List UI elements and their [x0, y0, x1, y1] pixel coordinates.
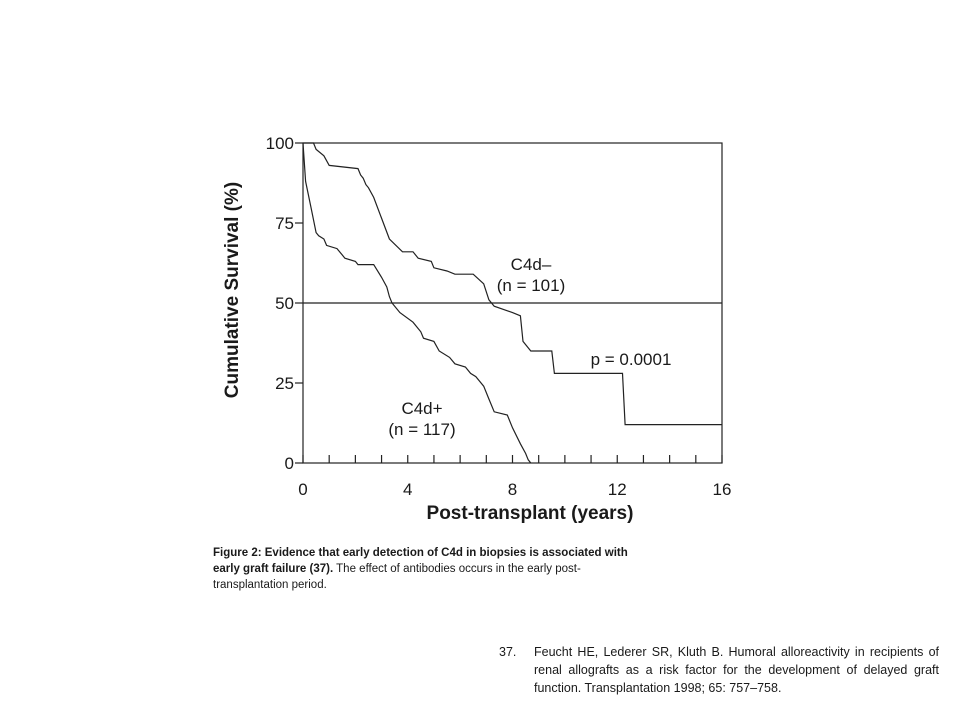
x-tick-label: 0 [298, 480, 307, 499]
series-label-c4d-pos: C4d+ [401, 399, 442, 418]
caption-bold-text: Evidence that early detection of C4d in … [213, 547, 628, 575]
y-tick-label: 25 [275, 374, 294, 393]
x-tick-label: 8 [508, 480, 517, 499]
series-line-c4d-pos [302, 142, 532, 464]
series-label-c4d-neg: C4d– [511, 255, 552, 274]
survival-chart: 0 25 50 75 100 0 4 8 12 16 Cumulative Survival (… [222, 134, 731, 524]
x-axis-ticks: 0 4 8 12 16 [298, 455, 731, 499]
reference-number: 37. [499, 645, 517, 659]
series-count-c4d-pos: (n = 117) [388, 420, 455, 439]
figure-caption: Figure 2: Evidence that early detection … [213, 545, 633, 593]
y-axis-title: Cumulative Survival (%) [222, 182, 243, 398]
caption-text: The effect of antibodies occurs in the e… [213, 563, 581, 591]
reference-text: Feucht HE, Lederer SR, Kluth B. Humoral … [534, 645, 939, 695]
y-tick-label: 50 [275, 294, 294, 313]
x-tick-label: 4 [403, 480, 412, 499]
series-count-c4d-neg: (n = 101) [497, 276, 566, 295]
y-axis-ticks: 0 25 50 75 100 [266, 134, 303, 473]
x-tick-label: 16 [713, 480, 732, 499]
x-tick-label: 12 [608, 480, 627, 499]
y-tick-label: 0 [285, 454, 294, 473]
x-axis-title: Post-transplant (years) [427, 503, 634, 524]
series-line-c4d-neg [303, 142, 722, 426]
p-value-label: p = 0.0001 [591, 350, 672, 369]
series-lines [302, 142, 722, 464]
caption-label: Figure 2: [213, 547, 262, 559]
y-tick-label: 75 [275, 214, 294, 233]
y-tick-label: 100 [266, 134, 294, 153]
